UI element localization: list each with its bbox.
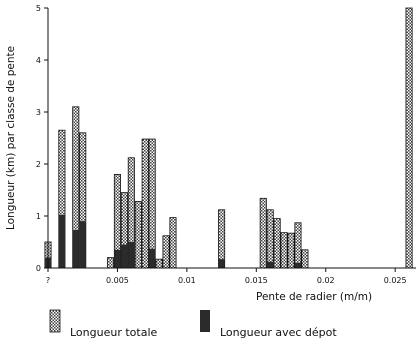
bar-depot xyxy=(79,221,86,268)
x-tick-label: 0.02 xyxy=(317,276,335,285)
bar-total xyxy=(169,217,177,269)
bar-total xyxy=(405,7,413,269)
bar-depot xyxy=(114,249,121,268)
y-tick-label: 3 xyxy=(36,108,41,117)
x-tick-label: 0.015 xyxy=(245,276,268,285)
bar-total xyxy=(141,138,149,269)
bar-depot xyxy=(58,214,66,268)
y-tick-label: 0 xyxy=(36,264,41,273)
x-tick-label: 0.025 xyxy=(384,276,407,285)
bar-depot xyxy=(72,230,79,268)
y-tick-label: 4 xyxy=(36,56,41,65)
legend-swatch-depot xyxy=(200,310,210,332)
bar-total xyxy=(155,258,163,269)
y-tick-label: 2 xyxy=(36,160,41,169)
bar-depot xyxy=(218,259,225,268)
bar-total xyxy=(287,232,295,269)
bar-total xyxy=(148,138,156,269)
bar-total xyxy=(280,232,288,269)
x-axis-title: Pente de radier (m/m) xyxy=(256,291,372,303)
plot-area xyxy=(44,7,413,269)
legend-label-total: Longueur totale xyxy=(70,326,158,339)
x-tick-label: 0.01 xyxy=(178,276,196,285)
bar-total xyxy=(106,257,115,269)
y-axis-title: Longueur (km) par classe de pente xyxy=(5,46,17,230)
bar-total xyxy=(273,218,281,269)
bar-total xyxy=(294,222,302,269)
x-tick-label: 0.005 xyxy=(106,276,129,285)
bar-total xyxy=(134,201,142,269)
bar-depot xyxy=(294,262,302,268)
bar-total xyxy=(162,235,170,269)
bar-total xyxy=(301,249,309,269)
legend: Longueur totale Longueur avec dépot xyxy=(49,309,337,339)
bar-total xyxy=(266,209,274,269)
legend-swatch-total xyxy=(49,309,61,333)
legend-label-depot: Longueur avec dépot xyxy=(220,326,337,339)
bar-depot xyxy=(121,244,128,268)
y-axis-ticks: 0 1 2 3 4 5 xyxy=(36,4,48,273)
y-tick-label: 1 xyxy=(36,212,41,221)
bar-depot xyxy=(128,242,135,268)
y-tick-label: 5 xyxy=(36,4,41,13)
x-axis-ticks: ? 0.005 0.01 0.015 0.02 0.025 xyxy=(46,268,407,285)
bar-depot xyxy=(149,248,156,268)
x-tick-label: ? xyxy=(46,276,50,285)
bar-depot xyxy=(267,261,274,268)
bar-total xyxy=(259,197,267,269)
